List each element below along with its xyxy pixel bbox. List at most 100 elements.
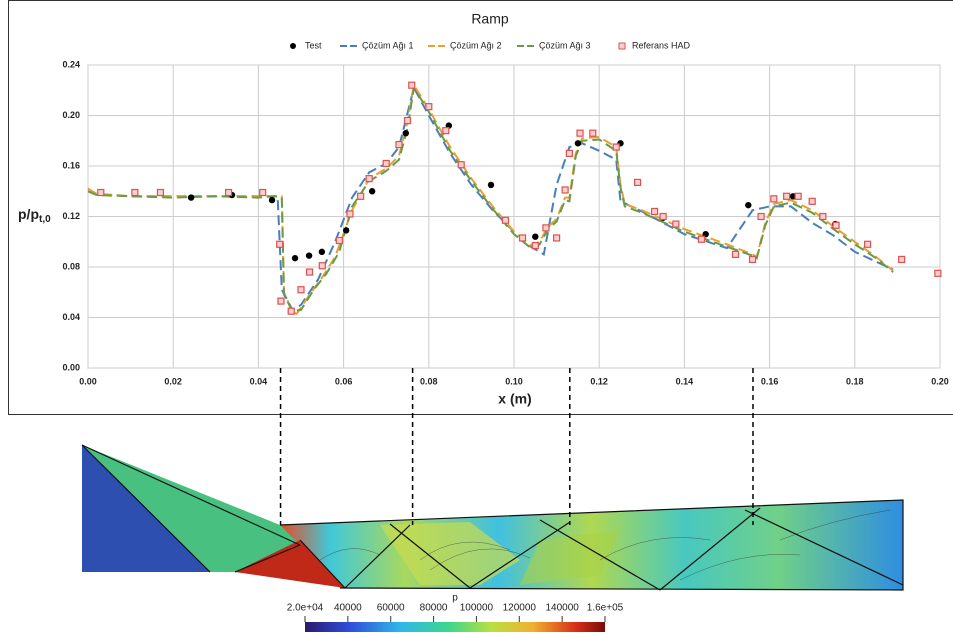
y-tick-label: 0.00 [62, 362, 80, 372]
x-tick-label: 0.16 [761, 376, 779, 386]
reference-point [809, 198, 815, 204]
colorbar-label: p [452, 593, 458, 604]
reference-point [784, 193, 790, 199]
reference-point [899, 256, 905, 262]
reference-point [795, 193, 801, 199]
reference-point [298, 287, 304, 293]
reference-point [532, 243, 538, 249]
test-point [488, 182, 494, 188]
test-point [369, 188, 375, 194]
reference-point [226, 190, 232, 196]
x-tick-label: 0.18 [846, 376, 864, 386]
reference-point [383, 160, 389, 166]
reference-point [758, 214, 764, 220]
test-point [403, 130, 409, 136]
reference-point [698, 236, 704, 242]
reference-point [660, 214, 666, 220]
x-tick-label: 0.14 [676, 376, 694, 386]
reference-point [443, 128, 449, 134]
legend-label: Referans HAD [632, 40, 691, 50]
reference-point [426, 104, 432, 110]
reference-point [833, 222, 839, 228]
y-tick-label: 0.16 [62, 160, 80, 170]
y-axis-label-main: p/p [18, 206, 39, 222]
test-point [319, 249, 325, 255]
legend-label: Çözüm Ağı 1 [362, 40, 414, 50]
colorbar-tick-label: 100000 [460, 603, 494, 614]
reference-point [935, 270, 941, 276]
x-tick-label: 0.08 [420, 376, 438, 386]
reference-point [520, 235, 526, 241]
reference-point [652, 208, 658, 214]
reference-point [566, 150, 572, 156]
reference-point [733, 251, 739, 257]
reference-point [577, 130, 583, 136]
reference-point [771, 196, 777, 202]
test-point [188, 194, 194, 200]
chart-title: Ramp [471, 11, 509, 27]
y-tick-label: 0.12 [62, 211, 80, 221]
reference-point [358, 193, 364, 199]
x-tick-label: 0.12 [590, 376, 608, 386]
reference-point [307, 269, 313, 275]
x-tick-label: 0.10 [505, 376, 523, 386]
test-point [532, 234, 538, 240]
chart: Ramp x (m) p/pt,0 p 0.00 0.04 0.08 0.12 0.16… [0, 0, 953, 632]
y-axis-label-sub: t,0 [39, 214, 51, 225]
reference-point [554, 235, 560, 241]
x-tick-label: 0.00 [79, 376, 97, 386]
y-tick-label: 0.08 [62, 261, 80, 271]
reference-point [347, 211, 353, 217]
legend-label: Test [305, 40, 322, 50]
reference-point [562, 187, 568, 193]
colorbar-tick-label: 60000 [377, 603, 405, 614]
test-point [343, 227, 349, 233]
x-tick-label: 0.04 [250, 376, 268, 386]
x-tick-label: 0.02 [164, 376, 182, 386]
colorbar-tick-label: 120000 [503, 603, 537, 614]
reference-point [157, 190, 163, 196]
reference-point [820, 214, 826, 220]
legend-marker [619, 43, 625, 49]
y-tick-label: 0.20 [62, 110, 80, 120]
colorbar-tick-label: 2.0e+04 [287, 603, 324, 614]
reference-point [260, 190, 266, 196]
test-point [575, 140, 581, 146]
y-tick-label: 0.04 [62, 312, 80, 322]
reference-point [613, 144, 619, 150]
colorbar-tick-label: 1.6e+05 [587, 603, 624, 614]
reference-point [635, 179, 641, 185]
reference-point [336, 237, 342, 243]
page: Ramp x (m) p/pt,0 p 0.00 0.04 0.08 0.12 0.16… [0, 0, 953, 632]
reference-point [366, 176, 372, 182]
colorbar [305, 622, 605, 632]
reference-point [319, 263, 325, 269]
y-axis-label: p/pt,0 [18, 206, 51, 225]
test-point [292, 255, 298, 261]
legend-label: Çözüm Ağı 2 [450, 40, 502, 50]
reference-point [405, 118, 411, 124]
reference-point [865, 241, 871, 247]
reference-point [458, 162, 464, 168]
reference-point [132, 190, 138, 196]
reference-point [543, 225, 549, 231]
reference-point [396, 142, 402, 148]
y-tick-label: 0.24 [62, 59, 80, 69]
reference-point [409, 82, 415, 88]
legend-marker [290, 43, 296, 49]
cfd-field [82, 445, 903, 590]
reference-point [98, 190, 104, 196]
reference-point [278, 298, 284, 304]
reference-point [277, 241, 283, 247]
colorbar-tick-label: 80000 [420, 603, 448, 614]
test-point [306, 252, 312, 258]
legend-label: Çözüm Ağı 3 [539, 40, 591, 50]
colorbar-tick-label: 40000 [334, 603, 362, 614]
test-point [745, 202, 751, 208]
x-tick-label: 0.20 [931, 376, 949, 386]
test-point [269, 197, 275, 203]
x-axis-label: x (m) [498, 391, 531, 407]
reference-point [673, 221, 679, 227]
reference-point [288, 308, 294, 314]
reference-point [502, 217, 508, 223]
